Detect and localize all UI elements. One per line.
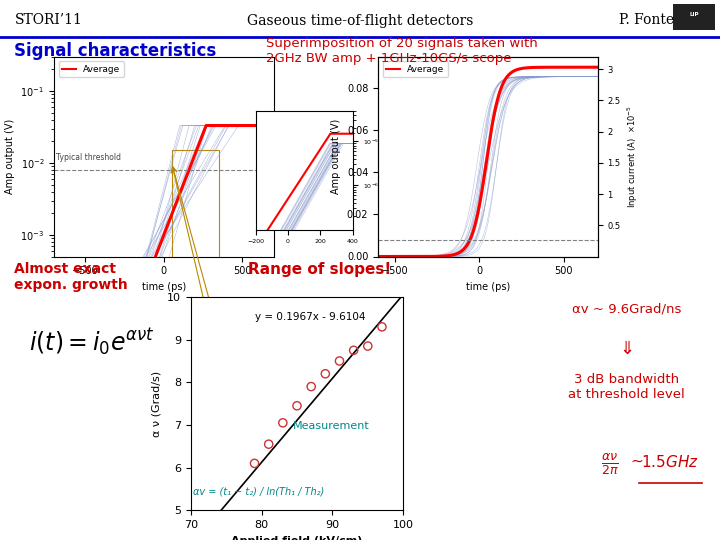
- Text: $\frac{\alpha\nu}{2\pi}$: $\frac{\alpha\nu}{2\pi}$: [601, 451, 619, 477]
- Legend: Average: Average: [382, 61, 448, 77]
- Text: Range of slopes!: Range of slopes!: [248, 262, 392, 277]
- Text: Signal characteristics: Signal characteristics: [14, 42, 217, 60]
- Legend: Average: Average: [58, 61, 124, 77]
- Y-axis label: Amp output (V): Amp output (V): [5, 119, 14, 194]
- Text: 3 dB bandwidth
at threshold level: 3 dB bandwidth at threshold level: [568, 373, 685, 401]
- Y-axis label: Amp output (V): Amp output (V): [331, 119, 341, 194]
- Text: αv = (t₁ − t₂) / ln(Th₁ / Th₂): αv = (t₁ − t₂) / ln(Th₁ / Th₂): [193, 487, 324, 497]
- Text: ⇓: ⇓: [618, 340, 634, 358]
- Point: [348, 346, 359, 355]
- Point: [263, 440, 274, 449]
- Point: [376, 322, 387, 331]
- Text: Gaseous time-of-flight detectors: Gaseous time-of-flight detectors: [247, 14, 473, 28]
- Y-axis label: Input current (A)  $\times10^{-5}$: Input current (A) $\times10^{-5}$: [626, 105, 640, 208]
- Text: y = 0.1967x - 9.6104: y = 0.1967x - 9.6104: [255, 312, 365, 322]
- Point: [362, 342, 374, 350]
- X-axis label: Applied field (kV/cm): Applied field (kV/cm): [231, 536, 363, 540]
- Point: [333, 356, 346, 365]
- Point: [291, 401, 302, 410]
- Text: LIP: LIP: [689, 12, 699, 17]
- Point: [320, 369, 331, 378]
- X-axis label: time (ps): time (ps): [142, 282, 186, 292]
- Text: Measurement: Measurement: [293, 421, 369, 431]
- Text: ~: ~: [630, 454, 643, 469]
- X-axis label: time (ps): time (ps): [466, 282, 510, 292]
- Y-axis label: α ν (Grad/s): α ν (Grad/s): [151, 370, 161, 437]
- Text: P. Fonte: P. Fonte: [619, 14, 675, 28]
- Text: Superimposition of 20 signals taken with
2GHz BW amp + 1GHz-10GS/s scope: Superimposition of 20 signals taken with…: [266, 37, 538, 65]
- Point: [305, 382, 317, 391]
- Text: STORI’11: STORI’11: [14, 14, 82, 28]
- Text: $i(t) = i_0 e^{\alpha\nu t}$: $i(t) = i_0 e^{\alpha\nu t}$: [29, 327, 155, 357]
- Point: [277, 418, 289, 427]
- Y-axis label: Input current (A): Input current (A): [382, 144, 387, 196]
- Text: αv ~ 9.6Grad/ns: αv ~ 9.6Grad/ns: [572, 302, 681, 315]
- Bar: [171, 150, 219, 400]
- Text: $\it{1.5GHz}$: $\it{1.5GHz}$: [641, 454, 698, 470]
- Text: Almost exact
expon. growth: Almost exact expon. growth: [14, 262, 128, 292]
- Text: Typical threshold: Typical threshold: [55, 153, 120, 161]
- Point: [248, 459, 260, 468]
